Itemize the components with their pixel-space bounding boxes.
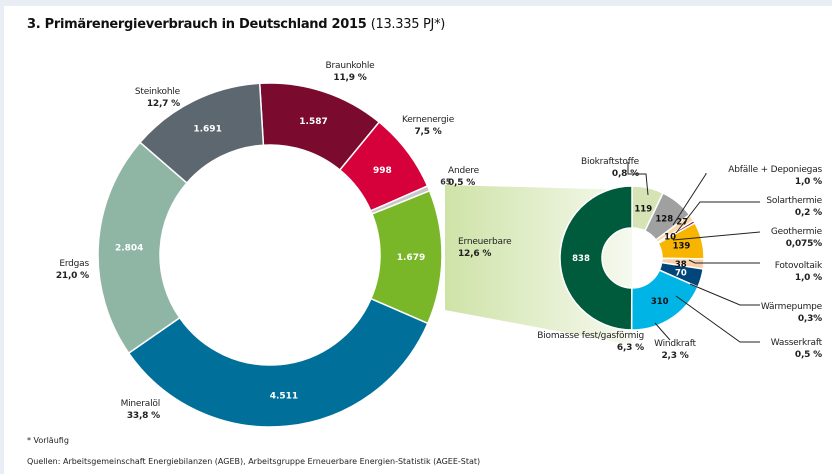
leader-line-5 <box>689 283 760 306</box>
value-label-1-5: 38 <box>675 260 687 270</box>
leader-line-3 <box>672 231 761 241</box>
leader-line-7 <box>654 322 671 341</box>
leader-line-0 <box>627 162 649 196</box>
value-label-0-5: 2.804 <box>115 243 143 253</box>
value-label-1-8: 838 <box>572 254 590 264</box>
footnote: * Vorläufig <box>27 436 69 445</box>
label-erneuerbare: Erneuerbare 12,6 % <box>458 237 512 259</box>
value-label-1-2: 27 <box>676 217 688 227</box>
value-label-0-6: 1.691 <box>193 125 221 135</box>
label-waermepumpe: Wärmepumpe 0,3% <box>760 302 822 324</box>
value-label-1-3: 10 <box>664 232 676 242</box>
leader-line-6 <box>675 295 760 343</box>
label-wasserkraft: Wasserkraft 0,5 % <box>770 338 822 360</box>
label-andere: Andere 0,5 % <box>448 166 479 188</box>
subtitle-text: (13.335 PJ*) <box>370 17 446 32</box>
slice-1-8 <box>559 185 633 331</box>
label-biomasse: Biomasse fest/gasförmig 6,3 % <box>537 331 644 353</box>
label-mineraloel: Mineralöl 33,8 % <box>120 399 161 421</box>
label-solarthermie: Solarthermie 0,2 % <box>766 196 822 218</box>
label-erdgas: Erdgas 21,0 % <box>55 259 89 281</box>
leader-line-1 <box>672 173 707 226</box>
value-label-0-3: 1.679 <box>397 253 425 263</box>
value-label-0-4: 4.511 <box>270 391 298 401</box>
value-label-1-1: 128 <box>655 214 673 224</box>
slice-0-6 <box>138 82 265 185</box>
label-fotovoltaik: Fotovoltaik 1,0 % <box>774 261 822 283</box>
value-label-1-6: 70 <box>675 268 687 278</box>
value-label-1-7: 310 <box>651 297 669 307</box>
leader-line-2 <box>675 201 760 234</box>
leader-line-4 <box>688 259 760 264</box>
label-windkraft: Windkraft 2,3 % <box>654 339 696 361</box>
slice-0-4 <box>127 297 429 428</box>
value-label-0-2: 65 <box>440 178 452 187</box>
value-label-1-4: 139 <box>673 241 691 251</box>
value-label-0-1: 998 <box>373 166 392 176</box>
label-kernenergie: Kernenergie 7,5 % <box>401 115 455 137</box>
label-geothermie: Geothermie 0,075% <box>770 227 822 249</box>
source-note: Quellen: Arbeitsgemeinschaft Energiebila… <box>27 457 481 466</box>
title-text: 3. Primärenergieverbrauch in Deutschland… <box>27 17 367 32</box>
label-braunkohle: Braunkohle 11,9 % <box>325 61 375 83</box>
value-label-1-0: 119 <box>634 204 652 214</box>
value-label-0-0: 1.587 <box>299 117 327 127</box>
label-steinkohle: Steinkohle 12,7 % <box>134 87 180 109</box>
chart-title: 3. Primärenergieverbrauch in Deutschland… <box>27 17 445 32</box>
label-biokraftstoffe: Biokraftstoffe 0,8 % <box>581 157 639 179</box>
label-abfaelle: Abfälle + Deponiegas 1,0 % <box>728 165 822 187</box>
